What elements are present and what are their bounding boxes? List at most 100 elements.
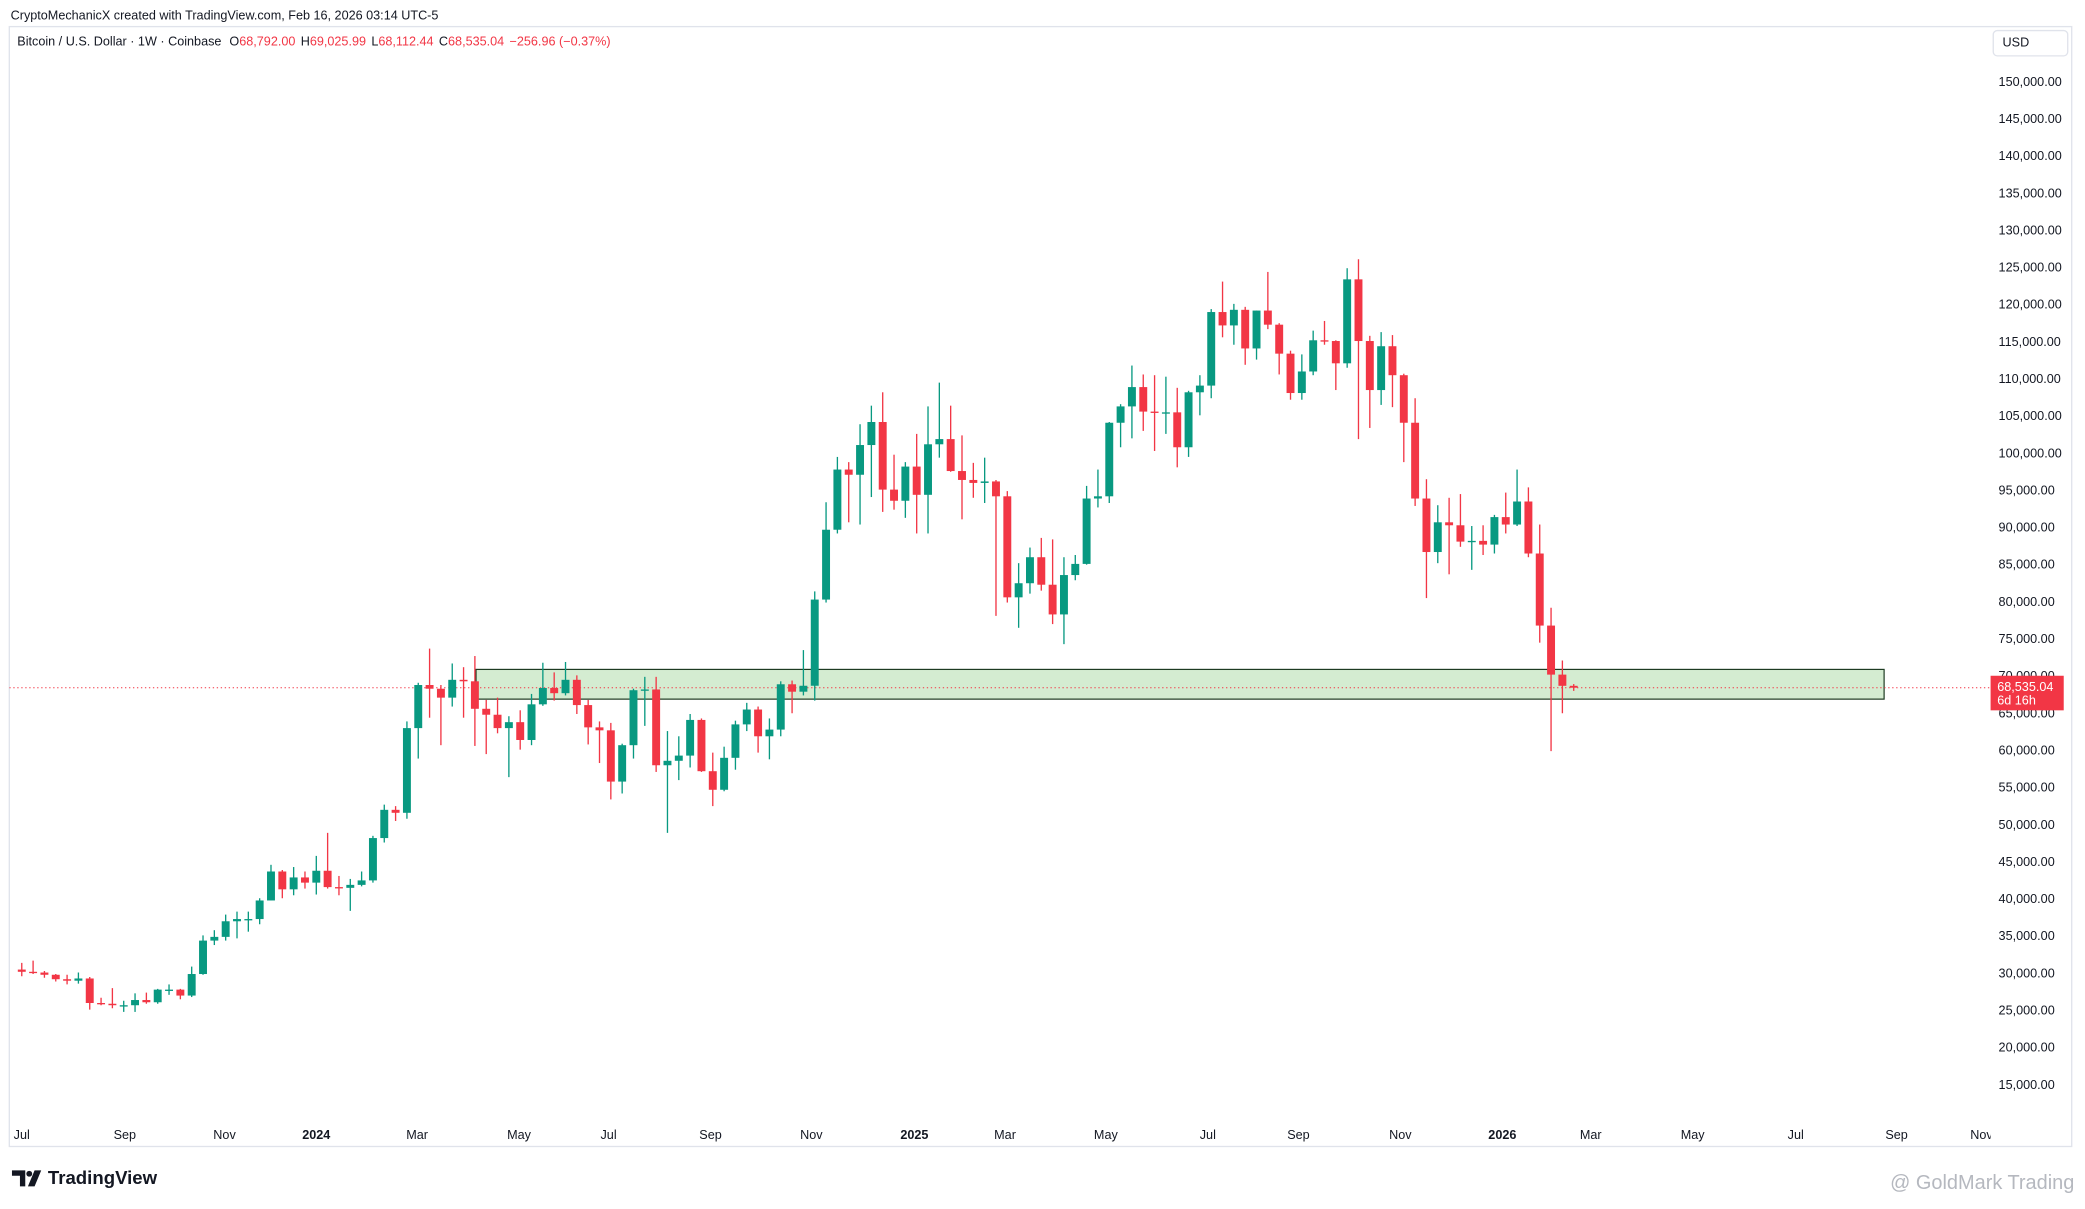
- candle-body: [402, 728, 411, 813]
- candle-body: [878, 422, 887, 490]
- y-tick-label: 105,000.00: [1999, 409, 2062, 423]
- candle-body: [1150, 411, 1159, 413]
- candle-body: [527, 704, 536, 740]
- x-tick-label: Sep: [114, 1128, 136, 1142]
- candle-body: [233, 919, 241, 922]
- candle-body: [29, 971, 38, 974]
- candle-body: [516, 722, 525, 740]
- x-tick-label: Jul: [14, 1128, 30, 1142]
- y-tick-label: 30,000.00: [1999, 966, 2055, 980]
- candle-body: [1071, 563, 1080, 576]
- candle-body: [1297, 371, 1306, 394]
- candle-body: [924, 444, 932, 495]
- y-tick-label: 145,000.00: [1999, 112, 2062, 126]
- candle-body: [708, 771, 717, 790]
- y-tick-label: 120,000.00: [1999, 298, 2062, 312]
- candle-body: [686, 719, 695, 756]
- candle-body: [946, 439, 955, 472]
- y-tick-label: 125,000.00: [1999, 261, 2062, 275]
- candle-body: [1059, 575, 1068, 615]
- candle-body: [255, 900, 264, 920]
- candle-body: [459, 679, 468, 682]
- currency-button[interactable]: [1992, 29, 2069, 57]
- candle-body: [550, 687, 559, 694]
- candle-body: [1026, 557, 1034, 584]
- candle-body: [1558, 674, 1567, 686]
- stat-key: H: [301, 35, 310, 49]
- stat-value: 68,792.00: [239, 35, 295, 49]
- candle-body: [323, 870, 332, 888]
- candle-body: [1082, 498, 1091, 564]
- candle-body: [1252, 310, 1261, 349]
- candle-body: [1365, 341, 1374, 391]
- candle-body: [63, 979, 72, 981]
- y-tick-label: 45,000.00: [1999, 855, 2055, 869]
- symbol-title: Bitcoin / U.S. Dollar · 1W · Coinbase: [17, 35, 221, 49]
- currency-label[interactable]: USD: [2003, 36, 2030, 50]
- candle-body: [1105, 422, 1114, 497]
- candle-body: [1184, 392, 1193, 448]
- y-tick-label: 115,000.00: [1999, 335, 2061, 349]
- candle-body: [731, 724, 740, 758]
- x-tick-label: 2025: [900, 1128, 928, 1142]
- candle-body: [969, 479, 978, 483]
- x-tick-label: Mar: [1580, 1128, 1602, 1142]
- candle-body: [368, 838, 377, 881]
- header: CryptoMechanicX created with TradingView…: [11, 8, 439, 22]
- x-tick-label: May: [507, 1128, 532, 1142]
- x-tick-label: Sep: [1885, 1128, 1907, 1142]
- candle-body: [1343, 279, 1352, 364]
- candle-body: [210, 936, 219, 941]
- candle-body: [312, 870, 321, 883]
- candle-body: [980, 481, 989, 483]
- candle-body: [867, 422, 876, 446]
- candle-body: [799, 685, 808, 692]
- stat-value: 69,025.99: [310, 35, 366, 49]
- stat-value: −256.96 (−0.37%): [510, 35, 611, 49]
- x-tick-label: Sep: [1287, 1128, 1309, 1142]
- candle-body: [40, 972, 49, 975]
- price-axis: 15,000.00 20,000.00 25,000.00 30,000.00 35,0…: [1990, 75, 2064, 1092]
- candle-body: [765, 729, 774, 737]
- candle-body: [1501, 517, 1510, 525]
- candle-body: [1467, 540, 1476, 543]
- candle-body: [1399, 375, 1408, 423]
- candle-body: [17, 969, 26, 972]
- y-tick-label: 100,000.00: [1999, 446, 2062, 460]
- y-tick-label: 95,000.00: [1999, 483, 2055, 497]
- candle-body: [504, 722, 513, 729]
- candle-body: [85, 978, 94, 1003]
- candle-body: [810, 599, 819, 686]
- candle-body: [51, 974, 60, 980]
- candle-body: [391, 809, 400, 813]
- candle-body: [935, 439, 944, 445]
- x-tick-label: 2026: [1488, 1128, 1516, 1142]
- candle-body: [844, 469, 853, 475]
- candle-body: [1331, 341, 1340, 364]
- candle-body: [1309, 340, 1318, 372]
- candle-body: [856, 445, 865, 475]
- y-tick-label: 130,000.00: [1999, 223, 2062, 237]
- chart-frame: [8, 25, 2073, 1148]
- stat-value: 68,535.04: [448, 35, 504, 49]
- candle-body: [606, 730, 615, 782]
- symbol-legend: Bitcoin / U.S. Dollar · 1W · Coinbase O68…: [17, 35, 610, 49]
- countdown-label: 6d 16h: [1997, 693, 2036, 707]
- candle-body: [414, 685, 423, 729]
- time-axis: Jul Sep Nov 2024 Mar May Jul Sep Nov 2025 Mar May Ju…: [14, 1128, 1991, 1142]
- candle-body: [640, 689, 649, 691]
- candle-body: [346, 884, 355, 888]
- candle-body: [1388, 346, 1397, 376]
- y-tick-label: 135,000.00: [1999, 186, 2062, 200]
- candle-body: [1014, 583, 1023, 598]
- x-tick-label: Jul: [1788, 1128, 1804, 1142]
- candle-body: [1479, 540, 1488, 545]
- candle-body: [165, 989, 173, 991]
- candle-body: [595, 727, 604, 731]
- last-price-tag: [1990, 675, 2064, 711]
- candle-body: [1275, 324, 1284, 354]
- y-tick-label: 150,000.00: [1999, 75, 2062, 89]
- candle-body: [992, 481, 1000, 497]
- y-tick-label: 50,000.00: [1999, 818, 2055, 832]
